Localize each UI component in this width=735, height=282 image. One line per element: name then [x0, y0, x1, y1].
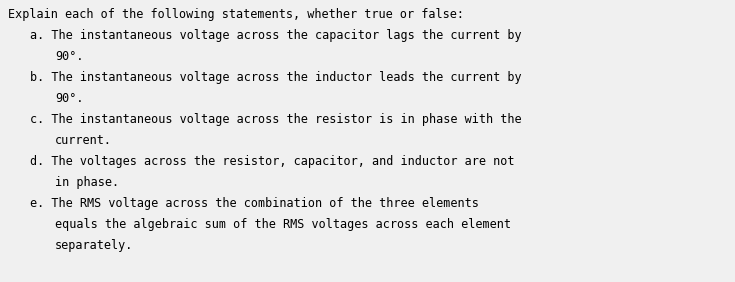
- Text: 90°.: 90°.: [55, 92, 84, 105]
- Text: 90°.: 90°.: [55, 50, 84, 63]
- Text: c. The instantaneous voltage across the resistor is in phase with the: c. The instantaneous voltage across the …: [30, 113, 522, 126]
- Text: a. The instantaneous voltage across the capacitor lags the current by: a. The instantaneous voltage across the …: [30, 29, 522, 42]
- Text: current.: current.: [55, 134, 112, 147]
- Text: separately.: separately.: [55, 239, 133, 252]
- Text: in phase.: in phase.: [55, 176, 119, 189]
- Text: Explain each of the following statements, whether true or false:: Explain each of the following statements…: [8, 8, 464, 21]
- Text: d. The voltages across the resistor, capacitor, and inductor are not: d. The voltages across the resistor, cap…: [30, 155, 514, 168]
- Text: e. The RMS voltage across the combination of the three elements: e. The RMS voltage across the combinatio…: [30, 197, 479, 210]
- Text: equals the algebraic sum of the RMS voltages across each element: equals the algebraic sum of the RMS volt…: [55, 218, 511, 231]
- Text: b. The instantaneous voltage across the inductor leads the current by: b. The instantaneous voltage across the …: [30, 71, 522, 84]
